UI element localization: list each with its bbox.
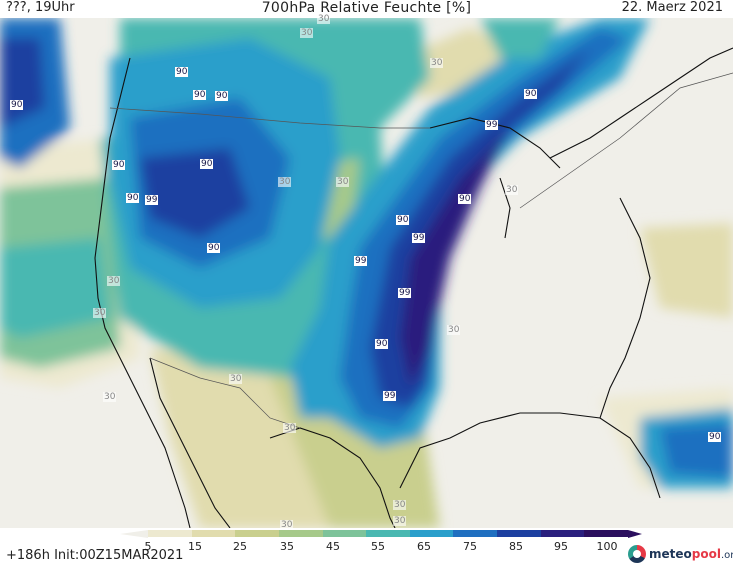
colorbar-low-arrow xyxy=(120,530,148,538)
contour-label: 90 xyxy=(708,432,722,442)
colorbar-tick-label: 85 xyxy=(509,540,523,553)
contour-label: 30 xyxy=(103,392,117,402)
contour-label: 30 xyxy=(283,423,297,433)
contour-label: 99 xyxy=(383,391,397,401)
contour-label: 99 xyxy=(145,195,159,205)
colorbar xyxy=(148,530,629,537)
logo-text-org: .org xyxy=(720,550,733,561)
humidity-field xyxy=(0,18,733,528)
colorbar-segment xyxy=(148,530,192,537)
valid-time-label: ???, 19Uhr xyxy=(6,0,75,15)
contour-label: 99 xyxy=(354,256,368,266)
colorbar-segment xyxy=(235,530,279,537)
colorbar-ticks: 5 15 25 35 45 55 65 75 85 95 100 xyxy=(120,540,640,554)
contour-label: 30 xyxy=(447,325,461,335)
contour-label: 30 xyxy=(300,28,314,38)
colorbar-segment xyxy=(366,530,410,537)
logo-text-meteo: meteo xyxy=(649,547,692,561)
contour-label: 90 xyxy=(112,160,126,170)
forecast-init-label: +186h Init:00Z15MAR2021 xyxy=(6,548,184,563)
map-title: 700hPa Relative Feuchte [%] xyxy=(261,0,472,16)
contour-label: 90 xyxy=(175,67,189,77)
contour-label: 90 xyxy=(207,243,221,253)
contour-label: 90 xyxy=(396,215,410,225)
meteopool-logo-icon xyxy=(628,545,646,563)
colorbar-tick-label: 5 xyxy=(144,540,152,553)
valid-date-label: 22. Maerz 2021 xyxy=(621,0,723,15)
contour-label: 30 xyxy=(430,58,444,68)
colorbar-segment xyxy=(322,530,367,537)
colorbar-segment xyxy=(278,530,323,537)
contour-label: 90 xyxy=(200,159,214,169)
colorbar-segment xyxy=(497,530,541,537)
colorbar-tick-label: 35 xyxy=(280,540,294,553)
contour-label: 90 xyxy=(215,91,229,101)
colorbar-tick-label: 15 xyxy=(188,540,202,553)
colorbar-tick-label: 55 xyxy=(371,540,385,553)
meteopool-logo[interactable]: meteopool.org xyxy=(628,544,733,564)
contour-label: 30 xyxy=(393,516,407,526)
contour-label: 30 xyxy=(336,177,350,187)
colorbar-tick-label: 95 xyxy=(554,540,568,553)
contour-label: 30 xyxy=(317,14,331,24)
map-header: ???, 19Uhr 700hPa Relative Feuchte [%] 2… xyxy=(0,0,733,18)
humidity-map[interactable] xyxy=(0,18,733,528)
colorbar-high-arrow xyxy=(628,530,642,538)
colorbar-segment xyxy=(191,530,236,537)
logo-text-pool: pool xyxy=(691,547,721,561)
contour-label: 90 xyxy=(126,193,140,203)
contour-label: 90 xyxy=(458,194,472,204)
contour-label: 99 xyxy=(412,233,426,243)
contour-label: 30 xyxy=(505,185,519,195)
colorbar-tick-label: 45 xyxy=(326,540,340,553)
colorbar-tick-label: 75 xyxy=(463,540,477,553)
colorbar-segment xyxy=(453,530,498,537)
colorbar-tick-label: 100 xyxy=(596,540,618,553)
colorbar-segment xyxy=(540,530,585,537)
contour-label: 99 xyxy=(485,120,499,130)
logo-text: meteopool.org xyxy=(649,547,733,561)
contour-label: 90 xyxy=(193,90,207,100)
contour-label: 90 xyxy=(375,339,389,349)
contour-label: 30 xyxy=(393,500,407,510)
contour-label: 99 xyxy=(398,288,412,298)
country-borders xyxy=(109,72,733,429)
contour-label: 90 xyxy=(10,100,24,110)
colorbar-tick-label: 25 xyxy=(233,540,247,553)
contour-label: 30 xyxy=(93,308,107,318)
colorbar-segment xyxy=(409,530,454,537)
contour-label: 30 xyxy=(229,374,243,384)
colorbar-tick-label: 65 xyxy=(417,540,431,553)
contour-label: 30 xyxy=(107,276,121,286)
contour-label: 30 xyxy=(278,177,292,187)
colorbar-segment xyxy=(584,530,629,537)
contour-label: 90 xyxy=(524,89,538,99)
contour-label: 30 xyxy=(280,520,294,530)
coastlines xyxy=(94,47,733,528)
